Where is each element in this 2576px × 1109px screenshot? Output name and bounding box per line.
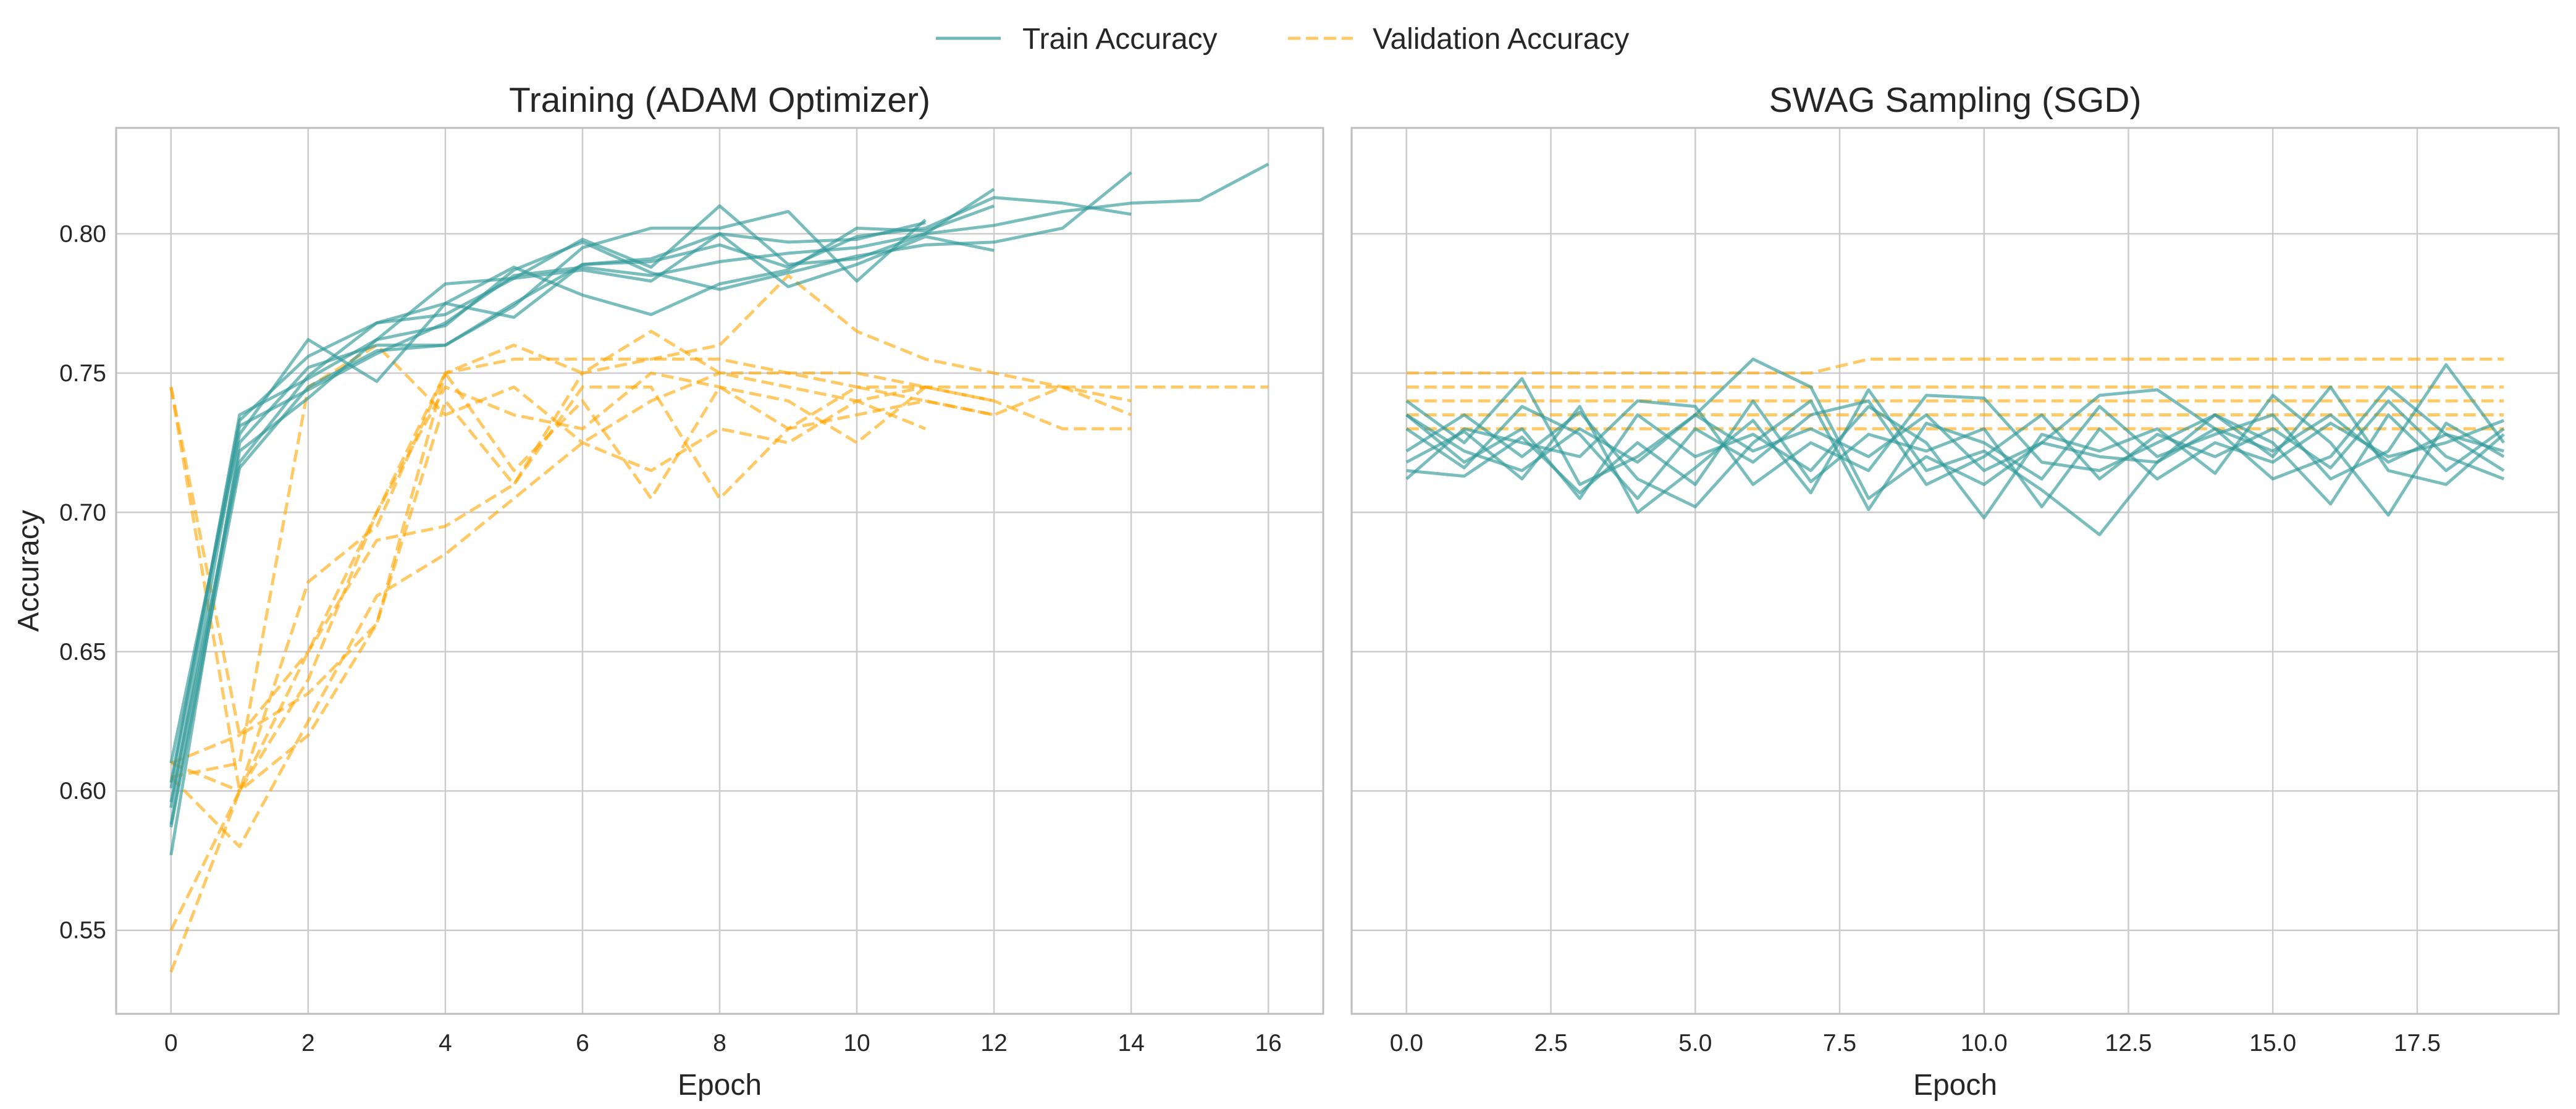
- series-group: [1405, 357, 2506, 536]
- x-tick-label: 8: [713, 1030, 726, 1056]
- validation-accuracy-line: [170, 344, 927, 779]
- x-tick-label: 15.0: [2249, 1030, 2296, 1056]
- validation-accuracy-line: [169, 371, 995, 793]
- train-accuracy-line: [1405, 385, 2505, 486]
- x-tick-label: 14: [1118, 1030, 1144, 1056]
- validation-accuracy-line: [169, 329, 1132, 973]
- x-tick-label: 17.5: [2394, 1030, 2441, 1056]
- y-tick-label: 0.75: [59, 360, 106, 387]
- y-tick-label: 0.80: [59, 221, 106, 247]
- x-tick-label: 16: [1255, 1030, 1281, 1056]
- panel-training-adam: 0 2 4 6 8 10 12 14 16 0.55 0.60 0.65 0.70 0.75 0.80 Tra…: [12, 80, 1324, 1102]
- plot-frame: [115, 127, 1324, 1015]
- legend-train-label: Train Accuracy: [1022, 23, 1218, 56]
- y-tick-label: 0.55: [59, 917, 106, 944]
- y-tick-label: 0.70: [59, 499, 106, 526]
- train-accuracy-line: [169, 171, 1132, 789]
- validation-accuracy-line: [170, 371, 927, 793]
- x-tick-label: 7.5: [1823, 1030, 1856, 1056]
- x-tick-label: 10: [843, 1030, 870, 1056]
- y-tick-label: 0.65: [59, 639, 106, 665]
- x-tick-label: 6: [576, 1030, 589, 1056]
- panel-title: Training (ADAM Optimizer): [509, 80, 930, 120]
- train-accuracy-line: [169, 204, 995, 764]
- series-group: [169, 162, 1269, 973]
- y-tick-label: 0.60: [59, 778, 106, 804]
- x-tick-label: 2: [301, 1030, 315, 1056]
- x-tick-label: 12.5: [2105, 1030, 2152, 1056]
- x-tick-label: 5.0: [1678, 1030, 1712, 1056]
- plot-frame: [1350, 127, 2560, 1015]
- x-tick-label: 2.5: [1534, 1030, 1567, 1056]
- train-accuracy-line: [1405, 413, 2504, 473]
- validation-accuracy-line: [170, 274, 1132, 765]
- x-axis-label: Epoch: [678, 1069, 762, 1102]
- legend-validation-label: Validation Accuracy: [1373, 23, 1629, 56]
- train-accuracy-line: [169, 188, 995, 825]
- validation-accuracy-line: [170, 371, 995, 848]
- panel-title: SWAG Sampling (SGD): [1769, 80, 2142, 120]
- y-axis-label: Accuracy: [12, 510, 45, 631]
- train-accuracy-line: [169, 232, 995, 803]
- train-accuracy-line: [169, 209, 927, 828]
- validation-accuracy-line: [169, 357, 1269, 737]
- x-tick-label: 12: [980, 1030, 1007, 1056]
- validation-accuracy-line: [1406, 357, 2504, 375]
- plot-area: [1352, 128, 2559, 1014]
- x-tick-label: 4: [439, 1030, 452, 1056]
- train-accuracy-line: [169, 221, 926, 783]
- train-accuracy-line: [1405, 363, 2506, 512]
- x-axis-label: Epoch: [1913, 1069, 1997, 1102]
- x-tick-label: 0.0: [1390, 1030, 1423, 1056]
- x-tick-label: 10.0: [1961, 1030, 2008, 1056]
- panel-swag-sampling: 0.0 2.5 5.0 7.5 10.0 12.5 15.0 17.5 SWAG Samplin…: [1350, 80, 2560, 1102]
- legend: Train Accuracy Validation Accuracy: [936, 23, 1629, 56]
- train-accuracy-line: [1406, 399, 2505, 508]
- train-accuracy-line: [1405, 399, 2505, 500]
- x-tick-label: 0: [164, 1030, 178, 1056]
